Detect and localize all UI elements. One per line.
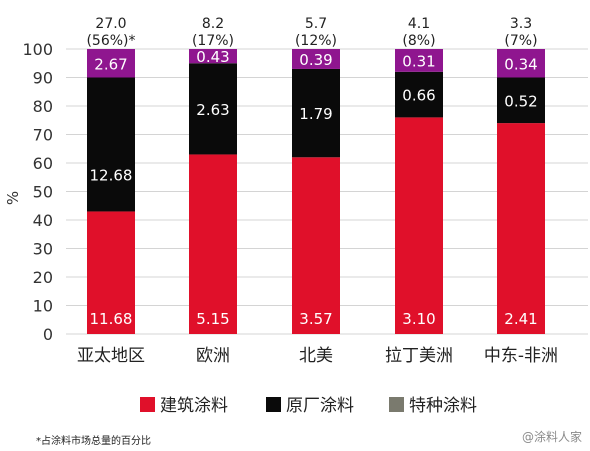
bar-segment-specialty — [87, 49, 135, 78]
bar-total-label: 5.7 — [305, 16, 327, 32]
x-category-label: 北美 — [299, 346, 333, 366]
bar-data-label: 2.41 — [504, 310, 537, 328]
bar-segment-specialty — [189, 49, 237, 64]
bar-segment-architectural — [395, 117, 443, 335]
bar-data-label: 0.66 — [402, 87, 435, 105]
x-category-label: 亚太地区 — [77, 346, 145, 366]
bar-data-label: 5.15 — [196, 310, 229, 328]
bar-data-label: 11.68 — [90, 310, 133, 328]
bar-data-label: 12.68 — [90, 166, 133, 184]
bar-data-label: 2.63 — [196, 101, 229, 119]
bar-segment-specialty — [497, 49, 545, 78]
bar-data-label: 0.39 — [299, 51, 332, 69]
bar-total-label: 3.3 — [510, 16, 532, 32]
x-category-label: 拉丁美洲 — [385, 346, 453, 366]
bar-segment-architectural — [292, 157, 340, 334]
bar-total-label: 4.1 — [408, 16, 430, 32]
bar-data-label: 2.67 — [94, 55, 127, 73]
bar-share-label: (56%)* — [86, 33, 135, 49]
bar-share-label: (7%) — [504, 33, 537, 49]
y-tick-label: 0 — [43, 325, 53, 344]
bar-segment-architectural — [189, 154, 237, 334]
bar-data-label: 3.10 — [402, 310, 435, 328]
bar-segment-oem — [497, 77, 545, 124]
y-tick-label: 60 — [33, 154, 53, 173]
y-axis-label: % — [4, 191, 22, 205]
bar-data-label: 3.57 — [299, 310, 332, 328]
bar-segment-architectural — [497, 123, 545, 334]
legend-swatch — [389, 397, 404, 412]
bar-segment-architectural — [87, 211, 135, 334]
x-category-label: 欧洲 — [196, 346, 230, 366]
bar-data-label: 1.79 — [299, 105, 332, 123]
x-category-label: 中东-非洲 — [484, 346, 558, 366]
watermark: @涂料人家 — [521, 430, 582, 444]
bar-segment-oem — [292, 68, 340, 158]
y-tick-label: 80 — [33, 97, 53, 116]
bar-data-label: 0.52 — [504, 92, 537, 110]
bar-segment-specialty — [292, 49, 340, 69]
legend-label: 建筑涂料 — [160, 396, 228, 416]
y-tick-label: 50 — [33, 183, 53, 202]
bar-total-label: 27.0 — [95, 16, 126, 32]
bar-data-label: 0.34 — [504, 55, 537, 73]
bar-total-label: 8.2 — [202, 16, 224, 32]
y-tick-label: 100 — [22, 40, 53, 59]
y-tick-label: 20 — [33, 268, 53, 287]
legend-swatch — [266, 397, 281, 412]
footnote: *占涂料市场总量的百分比 — [36, 436, 151, 447]
bar-data-label: 0.31 — [402, 52, 435, 70]
legend-swatch — [140, 397, 155, 412]
bar-segment-specialty — [395, 49, 443, 72]
y-tick-label: 10 — [33, 297, 53, 316]
bar-share-label: (17%) — [192, 33, 234, 49]
y-tick-label: 70 — [33, 126, 53, 145]
legend-label: 特种涂料 — [409, 396, 477, 416]
bar-share-label: (8%) — [402, 33, 435, 49]
y-tick-label: 40 — [33, 211, 53, 230]
y-tick-label: 90 — [33, 69, 53, 88]
bar-segment-oem — [189, 63, 237, 155]
bar-segment-oem — [395, 71, 443, 118]
y-tick-label: 30 — [33, 240, 53, 259]
legend-label: 原厂涂料 — [286, 396, 354, 416]
bar-segment-oem — [87, 77, 135, 212]
bar-share-label: (12%) — [295, 33, 337, 49]
bar-data-label: 0.43 — [196, 48, 229, 66]
